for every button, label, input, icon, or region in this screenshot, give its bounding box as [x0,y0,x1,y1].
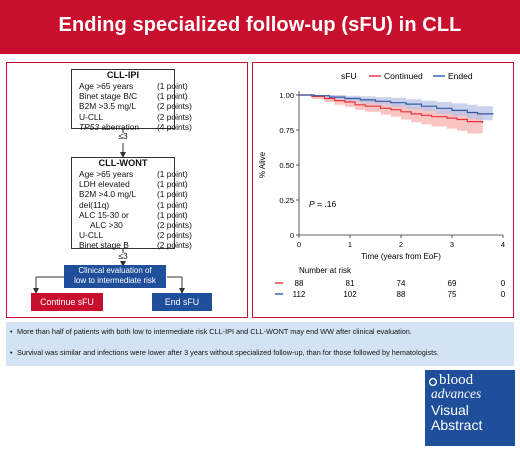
cll-wont-criterion-points: (2 points) [157,230,192,241]
summary-bullet-2: • Survival was similar and infections wer… [10,348,439,357]
cll-ipi-criterion-points: (1 point) [157,81,188,91]
cll-ipi-criterion-label: TP53 aberration [79,121,140,132]
cll-wont-criterion-label: Age >65 years [79,169,134,179]
y-tick-label: 1.00 [279,91,294,100]
cll-wont-criterion: ALC >30 (2 points) [72,219,192,230]
cll-ipi-box: CLL-IPI Age >65 years (1 point) Binet stag… [71,69,192,132]
survival-curve-continued [299,94,484,123]
cll-ipi-criterion: U-CLL (2 points) [72,111,192,122]
end-sfu-box: End sFU [152,293,212,311]
cll-wont-criterion-label: LDH elevated [79,179,130,190]
flowchart-connectors [33,129,185,294]
cll-ipi-title: CLL-IPI [106,70,140,80]
cll-wont-criterion: ALC 15-30 or (1 point) [72,209,188,220]
cll-ipi-criterion-points: (2 points) [157,101,192,112]
risk-count: 0 [501,290,506,299]
threshold-label-1: ≤3 [118,131,128,141]
cll-wont-box: CLL-WONT Age >65 years (1 point) LDH eleva… [71,157,192,251]
risk-count: 88 [397,290,406,299]
logo-line-1: blood [439,372,474,388]
survival-curve-ended [299,94,494,115]
blood-advances-logo: blood advances Visual Abstract [425,370,515,446]
cll-wont-criterion-points: (1 point) [157,199,188,210]
cll-ipi-criterion-points: (2 points) [157,111,192,122]
cll-wont-criterion-label: U-CLL [79,230,104,241]
flowchart-panel: CLL-IPI Age >65 years (1 point) Binet stag… [6,62,248,318]
cll-wont-criterion: Binet stage B (2 points) [72,240,192,251]
summary-bullet-1: • More than half of patients with both lo… [10,327,412,336]
x-tick-label: 1 [348,240,352,249]
cll-ipi-criterion: B2M >3.5 mg/L (2 points) [72,101,192,112]
cll-ipi-criterion-label: U-CLL [79,111,104,122]
cll-ipi-criterion-label: Binet stage B/C [79,91,138,102]
p-value-annotation: P = .16 [309,199,336,209]
survival-chart-panel: sFU Continued Ended 0 0.25 0.50 0.75 1.00 0 1 2 3 4 T… [252,62,514,318]
logo-line-2: advances [431,386,482,401]
cll-wont-criterion-label: B2M >4.0 mg/L [79,189,137,200]
y-axis-label: % Alive [258,151,267,178]
x-tick-label: 3 [450,240,454,249]
risk-count: 74 [397,279,406,288]
legend-label-ended: Ended [448,71,473,81]
cll-ipi-criterion-points: (1 point) [157,91,188,102]
cll-wont-criterion-points: (1 point) [157,209,188,220]
y-tick-label: 0 [290,231,294,240]
cll-ipi-criterion: Binet stage B/C (1 point) [72,91,188,102]
header-banner: Ending specialized follow-up (sFU) in CL… [0,0,520,54]
risk-count: 0 [501,279,506,288]
cll-wont-criterion-points: (2 points) [157,219,192,230]
cll-ipi-criterion: TP53 aberration (4 points) [72,121,192,132]
risk-count: 69 [448,279,457,288]
cll-wont-criterion: B2M >4.0 mg/L (1 point) [72,189,188,200]
cll-wont-criterion-label: del(11q) [79,199,110,210]
threshold-label-2: ≤3 [118,251,128,261]
cll-wont-criterion-points: (2 points) [157,240,192,251]
y-tick-label: 0.75 [279,126,294,135]
legend-title: sFU [341,71,357,81]
logo-swirl-icon [428,377,438,387]
clinical-evaluation-box: Clinical evaluation of low to intermedia… [64,265,166,288]
cll-ipi-criterion-label: Age >65 years [79,81,134,91]
x-tick-label: 4 [501,240,505,249]
cll-wont-criterion-label: ALC 15-30 or [79,209,129,220]
cll-wont-criterion-points: (1 point) [157,189,188,200]
cll-ipi-criterion-points: (4 points) [157,121,192,132]
cll-wont-criterion: U-CLL (2 points) [72,230,192,241]
y-tick-label: 0.25 [279,196,294,205]
cll-wont-criterion-label: Binet stage B [79,240,129,251]
risk-count: 88 [295,279,304,288]
risk-count: 81 [346,279,355,288]
summary-box: • More than half of patients with both lo… [6,322,514,366]
kaplan-meier-chart: sFU Continued Ended 0 0.25 0.50 0.75 1.00 0 1 2 3 4 T… [258,71,506,299]
risk-count: 112 [293,290,306,299]
cll-ipi-criterion: Age >65 years (1 point) [72,81,188,91]
x-axis-label: Time (years from EoF) [361,252,441,261]
confidence-band-ended [299,95,493,122]
logo-line-4: Abstract [431,417,483,433]
legend-label-continued: Continued [384,71,423,81]
cll-wont-criterion: LDH elevated (1 point) [72,179,188,190]
x-tick-label: 2 [399,240,403,249]
cll-wont-criterion: del(11q) (1 point) [72,199,188,210]
risk-count: 75 [448,290,457,299]
cll-wont-title: CLL-WONT [98,158,148,168]
evaluation-line-2: low to intermediate risk [74,276,156,285]
logo-line-3: Visual [431,402,469,418]
cll-wont-criterion-points: (1 point) [157,169,188,179]
continue-sfu-box: Continue sFU [31,293,103,311]
evaluation-line-1: Clinical evaluation of [78,266,152,275]
x-tick-label: 0 [297,240,301,249]
risk-count: 102 [343,290,357,299]
cll-wont-criterion-label: ALC >30 [90,219,123,230]
y-tick-label: 0.50 [279,161,294,170]
risk-table-title: Number at risk [299,266,352,275]
page-title: Ending specialized follow-up (sFU) in CL… [58,14,462,36]
cll-wont-criterion: Age >65 years (1 point) [72,169,188,179]
cll-ipi-criterion-label: B2M >3.5 mg/L [79,101,137,112]
cll-wont-criterion-points: (1 point) [157,179,188,190]
